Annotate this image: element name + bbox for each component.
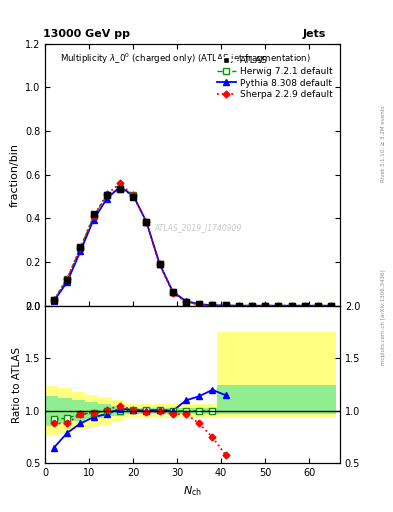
Text: ATLAS_2019_I1740909: ATLAS_2019_I1740909 — [155, 223, 242, 232]
Text: mcplots.cern.ch [arXiv:1306.3436]: mcplots.cern.ch [arXiv:1306.3436] — [381, 270, 386, 365]
Text: Rivet 3.1.10, ≥ 3.2M events: Rivet 3.1.10, ≥ 3.2M events — [381, 105, 386, 182]
Legend: ATLAS, Herwig 7.2.1 default, Pythia 8.308 default, Sherpa 2.2.9 default: ATLAS, Herwig 7.2.1 default, Pythia 8.30… — [214, 53, 336, 101]
Text: Jets: Jets — [303, 29, 326, 39]
Y-axis label: Ratio to ATLAS: Ratio to ATLAS — [12, 347, 22, 423]
X-axis label: $N_{\mathrm{ch}}$: $N_{\mathrm{ch}}$ — [183, 484, 202, 498]
Text: 13000 GeV pp: 13000 GeV pp — [43, 29, 130, 39]
Y-axis label: fraction/bin: fraction/bin — [9, 143, 19, 207]
Text: Multiplicity $\lambda$_0$^0$ (charged only) (ATLAS jet fragmentation): Multiplicity $\lambda$_0$^0$ (charged on… — [60, 51, 311, 66]
